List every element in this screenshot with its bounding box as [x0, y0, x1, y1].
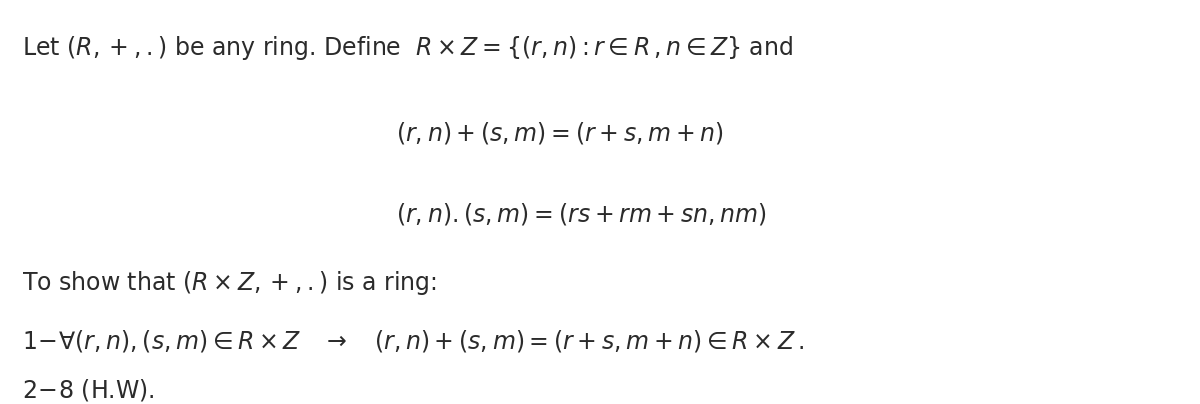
Text: To show that $(R\times Z,+,.)$ is a ring:: To show that $(R\times Z,+,.)$ is a ring…: [22, 269, 437, 297]
Text: $(r,n)+(s,m)=(r+s,m+n)$: $(r,n)+(s,m)=(r+s,m+n)$: [396, 120, 724, 146]
Text: Let $(R,+,.)$ be any ring. Define  $R \times Z = \{(r,n):r\in R\,,n\in Z\}$ and: Let $(R,+,.)$ be any ring. Define $R \ti…: [22, 34, 793, 63]
Text: $1\!-\!\forall(r,n),(s,m)\in R\times Z\quad\rightarrow\quad(r,n)+(s,m)=(r+s,m+n): $1\!-\!\forall(r,n),(s,m)\in R\times Z\q…: [22, 328, 804, 354]
Text: $2\!-\!8$ (H.W).: $2\!-\!8$ (H.W).: [22, 377, 155, 403]
Text: $(r,n).(s,m)=(rs+rm+sn,nm)$: $(r,n).(s,m)=(rs+rm+sn,nm)$: [396, 201, 767, 227]
